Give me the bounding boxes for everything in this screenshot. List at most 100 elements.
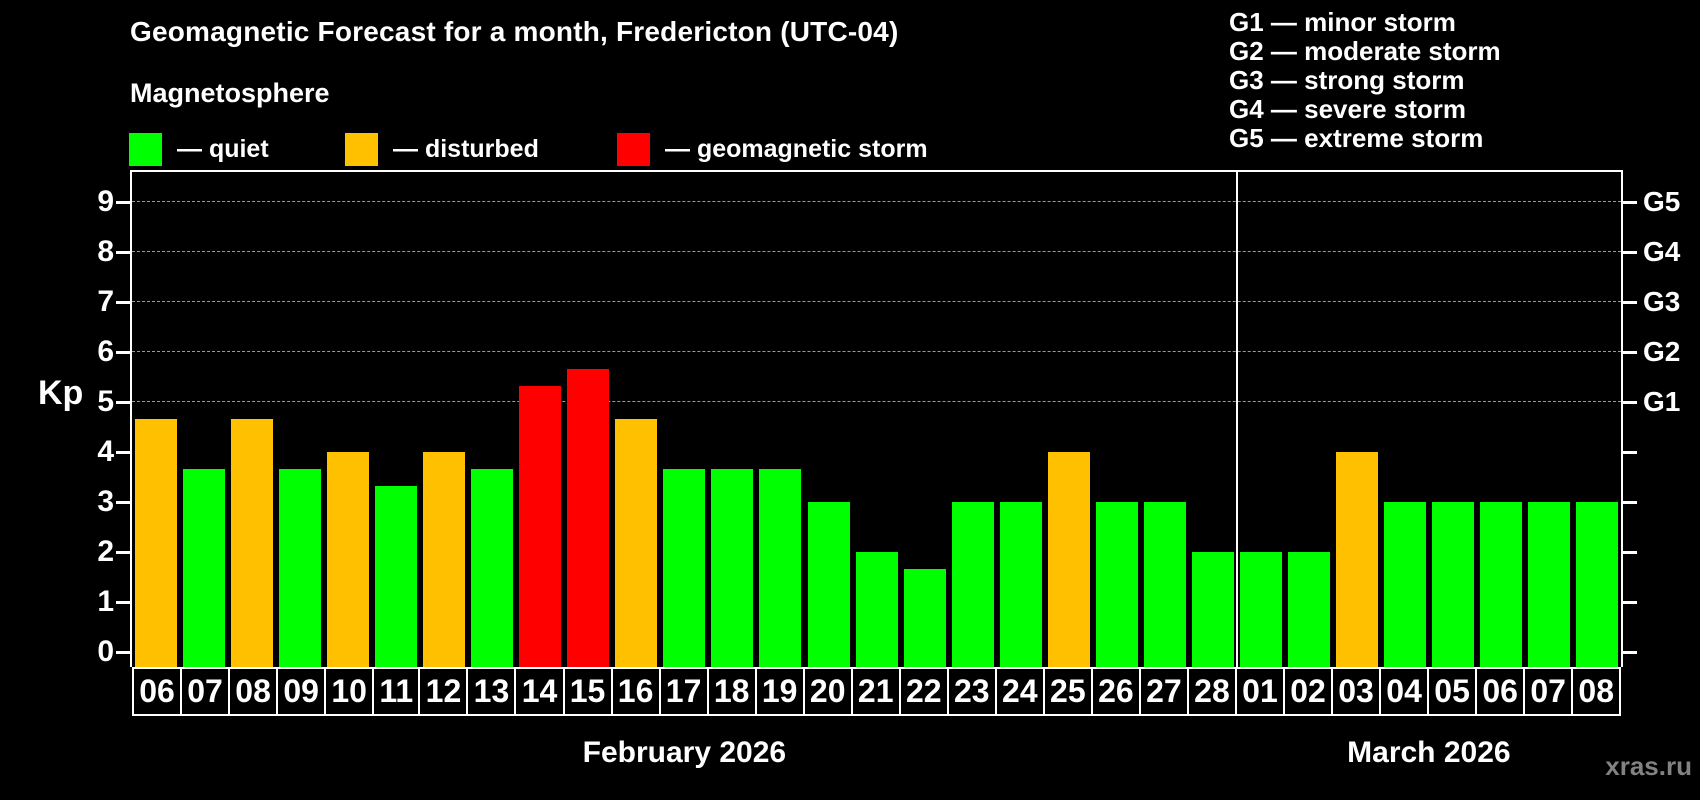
- kp-bar-day-12: [423, 452, 466, 667]
- y-tick-right-3: [1623, 501, 1637, 504]
- kp-bar-day-09: [279, 468, 322, 667]
- kp-bar-day-25: [1047, 452, 1090, 667]
- y-tick-label-2: 2: [97, 535, 114, 568]
- y-tick-right-4: [1623, 451, 1637, 454]
- kp-bar-day-24: [999, 502, 1042, 667]
- date-cell-26: 26: [1090, 667, 1141, 716]
- date-cell-06: 06: [1475, 667, 1526, 716]
- kp-bar-day-10: [327, 452, 370, 667]
- y-tick-left-3: [116, 501, 130, 504]
- y-tick-right-2: [1623, 551, 1637, 554]
- date-cell-11: 11: [372, 667, 421, 716]
- y-tick-label-7: 7: [97, 285, 114, 318]
- kp-bar-day-04: [1383, 502, 1426, 667]
- chart-subtitle: Magnetosphere: [130, 78, 330, 108]
- kp-bar-day-18: [711, 468, 754, 667]
- gridline-kp7: [132, 301, 1621, 302]
- kp-bar-day-28: [1191, 552, 1234, 667]
- disturbed-color-swatch: [345, 133, 378, 166]
- right-axis-label-g4: G4: [1643, 236, 1681, 267]
- kp-bar-day-19: [759, 468, 802, 667]
- gridline-kp8: [132, 251, 1621, 252]
- date-cell-03: 03: [1331, 667, 1382, 716]
- kp-bar-day-20: [807, 502, 850, 667]
- plot-area: [130, 170, 1623, 667]
- legend-item-quiet: — quiet: [129, 133, 269, 166]
- y-tick-label-0: 0: [97, 635, 114, 668]
- y-tick-left-2: [116, 551, 130, 554]
- legend-item-storm: — geomagnetic storm: [617, 133, 928, 166]
- y-tick-left-7: [116, 301, 130, 304]
- legend-label-quiet: — quiet: [177, 135, 269, 163]
- g-scale-legend: G1 — minor storm G2 — moderate storm G3 …: [1229, 8, 1501, 153]
- kp-bar-day-21: [855, 552, 898, 667]
- kp-bar-day-14: [519, 385, 562, 667]
- date-cell-07: 07: [1523, 667, 1574, 716]
- month-label-march: March 2026: [1347, 736, 1511, 769]
- kp-bar-day-16: [615, 418, 658, 667]
- right-axis-label-g1: G1: [1643, 386, 1681, 417]
- kp-bar-day-13: [471, 468, 514, 667]
- date-cell-08: 08: [1571, 667, 1622, 716]
- y-tick-right-9: [1623, 201, 1637, 204]
- month-separator: [1235, 172, 1238, 667]
- date-cell-10: 10: [324, 667, 375, 716]
- date-cell-28: 28: [1186, 667, 1237, 716]
- kp-bar-day-22: [903, 568, 946, 667]
- watermark: xras.ru: [1605, 751, 1692, 781]
- y-axis-label: Kp: [38, 374, 84, 412]
- kp-bar-day-01: [1239, 552, 1282, 667]
- date-cell-25: 25: [1042, 667, 1093, 716]
- date-cell-06: 06: [132, 667, 183, 716]
- y-tick-right-0: [1623, 651, 1637, 654]
- date-axis: 06 07 08 09 10 11 12 13 14 15 16 17 18 19 20 21 22 23 24 25…: [132, 667, 1622, 716]
- y-tick-right-8: [1623, 251, 1637, 254]
- g2-legend-line: G2 — moderate storm: [1229, 36, 1501, 66]
- y-tick-right-7: [1623, 301, 1637, 304]
- month-label-february: February 2026: [582, 736, 787, 769]
- kp-bar-day-07: [1527, 502, 1570, 667]
- kp-bar-day-06: [1479, 502, 1522, 667]
- kp-bar-day-06: [135, 418, 177, 667]
- gridline-kp5: [132, 401, 1621, 402]
- kp-bar-day-02: [1287, 552, 1330, 667]
- g5-legend-line: G5 — extreme storm: [1229, 123, 1484, 153]
- kp-bar-day-07: [183, 468, 225, 667]
- kp-bar-day-03: [1335, 452, 1378, 667]
- quiet-color-swatch: [129, 133, 162, 166]
- chart-title: Geomagnetic Forecast for a month, Freder…: [130, 16, 899, 47]
- y-tick-right-6: [1623, 351, 1637, 354]
- y-tick-label-1: 1: [97, 585, 114, 618]
- y-tick-left-5: [116, 401, 130, 404]
- g3-legend-line: G3 — strong storm: [1229, 65, 1465, 95]
- y-tick-label-8: 8: [97, 235, 114, 268]
- date-cell-14: 14: [514, 667, 565, 716]
- y-tick-label-9: 9: [97, 185, 114, 218]
- kp-bar-day-17: [663, 468, 706, 667]
- legend-label-storm: — geomagnetic storm: [665, 135, 928, 163]
- date-cell-21: 21: [850, 667, 901, 716]
- legend-label-disturbed: — disturbed: [393, 135, 539, 163]
- y-tick-left-1: [116, 601, 130, 604]
- date-cell-09: 09: [276, 667, 327, 716]
- kp-bar-day-15: [567, 368, 610, 667]
- date-cell-02: 02: [1282, 667, 1334, 716]
- date-cell-15: 15: [562, 667, 613, 716]
- date-cell-18: 18: [706, 667, 757, 716]
- kp-bar-day-26: [1095, 502, 1138, 667]
- kp-bar-day-11: [375, 485, 418, 667]
- kp-bar-day-08: [1576, 502, 1618, 667]
- gridline-kp6: [132, 351, 1621, 352]
- date-cell-07: 07: [180, 667, 231, 716]
- y-tick-label-6: 6: [97, 335, 114, 368]
- date-cell-22: 22: [898, 667, 949, 716]
- date-cell-20: 20: [802, 667, 853, 716]
- date-cell-01: 01: [1234, 667, 1285, 716]
- kp-bar-day-27: [1143, 502, 1186, 667]
- kp-bar-day-05: [1431, 502, 1474, 667]
- date-cell-17: 17: [658, 667, 709, 716]
- y-tick-label-3: 3: [97, 485, 114, 518]
- date-cell-19: 19: [754, 667, 805, 716]
- g1-legend-line: G1 — minor storm: [1229, 7, 1456, 37]
